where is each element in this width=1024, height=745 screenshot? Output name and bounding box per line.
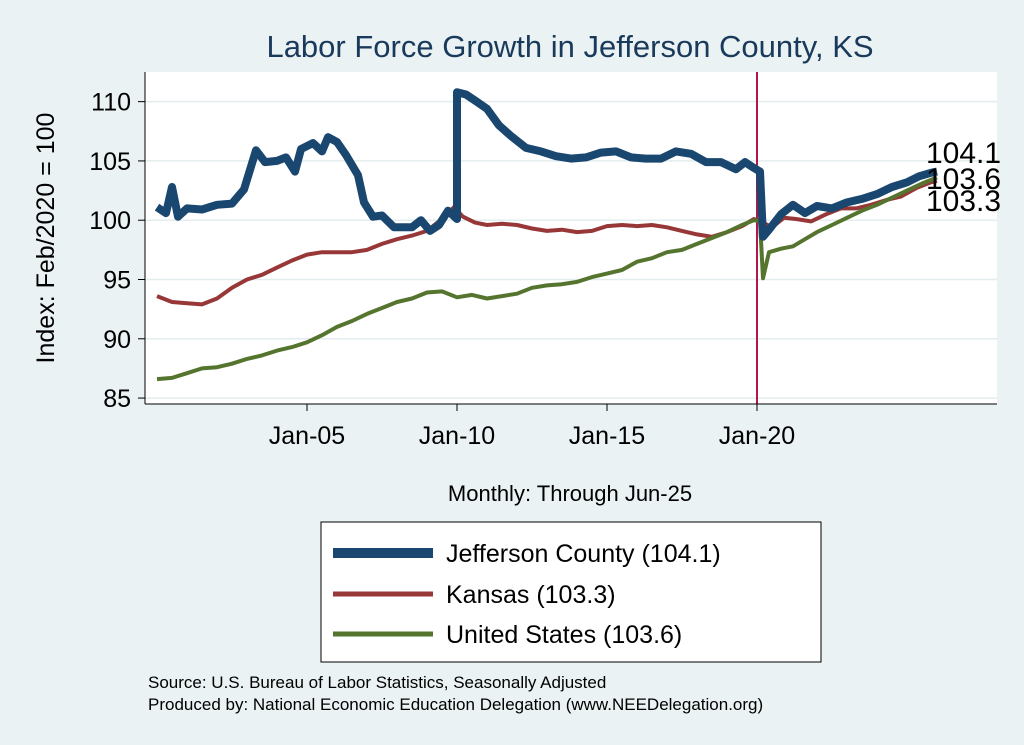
y-tick-label: 110 [91, 89, 131, 117]
legend-label-jefferson: Jefferson County (104.1) [446, 540, 721, 568]
x-axis-ticks: Jan-05 Jan-10 Jan-15 Jan-20 [269, 404, 795, 450]
x-tick-label: Jan-10 [419, 422, 495, 450]
series-line-united-states [156, 175, 938, 382]
y-axis-ticks: 85 90 95 100 105 110 [89, 89, 145, 413]
source-note: Source: U.S. Bureau of Labor Statistics,… [148, 673, 606, 692]
y-tick-label: 105 [89, 148, 131, 176]
legend-label-us: United States (103.6) [446, 621, 682, 649]
series-lines [154, 88, 938, 382]
end-label-united-states: 103.6 [926, 163, 1001, 196]
produced-by-note: Produced by: National Economic Education… [148, 695, 763, 714]
x-tick-label: Jan-15 [569, 422, 645, 450]
end-label-kansas: 103.3 [926, 185, 1001, 218]
x-axis-title: Monthly: Through Jun-25 [448, 481, 692, 506]
chart-title: Labor Force Growth in Jefferson County, … [266, 29, 873, 64]
plot-area [145, 72, 997, 404]
y-tick-label: 100 [89, 207, 131, 235]
series-line-kansas [156, 179, 938, 307]
y-axis-title: Index: Feb/2020 = 100 [32, 113, 60, 364]
y-tick-label: 90 [103, 326, 131, 354]
gridlines [145, 100, 997, 399]
end-label-jefferson-county: 104.1 [926, 137, 1001, 170]
x-tick-label: Jan-05 [269, 422, 345, 450]
x-tick-label: Jan-20 [719, 422, 795, 450]
legend-label-kansas: Kansas (103.3) [446, 581, 616, 609]
y-tick-label: 95 [103, 267, 131, 295]
series-line-jefferson-county [154, 88, 938, 241]
y-tick-label: 85 [103, 385, 131, 413]
legend: Jefferson County (104.1) Kansas (103.3) … [320, 521, 822, 663]
